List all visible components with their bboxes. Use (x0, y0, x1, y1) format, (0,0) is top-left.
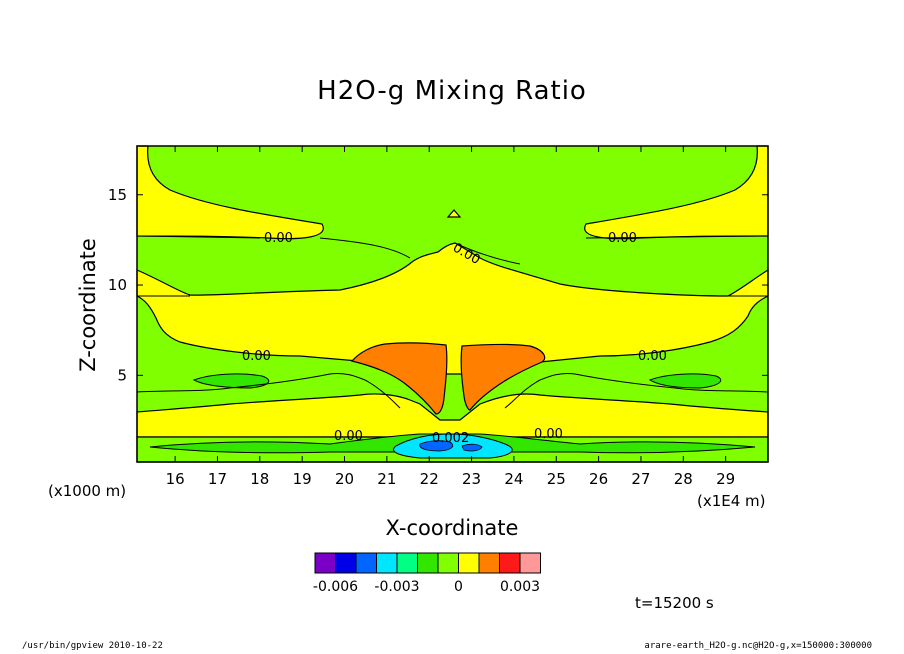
x-axis-unit: (x1000 m) (48, 482, 127, 500)
x-axis-label: X-coordinate (385, 516, 519, 540)
x-tick-label: 28 (674, 470, 693, 488)
contour-label: 0.00 (334, 429, 363, 444)
contour-mid-line-left (136, 373, 401, 409)
contour-label: 0.00 (638, 349, 667, 364)
colorbar-swatch (478, 552, 500, 574)
y-axis-unit: (x1E4 m) (697, 492, 766, 510)
region-top-left (136, 145, 324, 240)
x-tick-label: 16 (166, 470, 185, 488)
region-mid-green-left (192, 373, 270, 389)
y-tick-label: 10 (108, 276, 127, 294)
colorbar-swatch (437, 552, 459, 574)
contour-label: 0.002 (432, 431, 469, 446)
region-orange-right (460, 343, 546, 411)
region-low-yellow (136, 393, 769, 438)
footer-source: arare-earth_H2O-g.nc@H2O-g,x=150000:3000… (644, 641, 872, 651)
region-mid-yellow (136, 242, 769, 375)
contour-zero-upper (136, 235, 769, 265)
colorbar-swatch (499, 552, 521, 574)
x-tick-label: 25 (547, 470, 566, 488)
x-tick-label: 27 (631, 470, 650, 488)
region-blue-core-2 (461, 443, 483, 452)
colorbar: -0.006 -0.003 0 0.003 (313, 552, 541, 595)
contour-label: 0.00 (264, 231, 293, 246)
contour-label: 0.00 (608, 231, 637, 246)
x-tick-label: 26 (589, 470, 608, 488)
x-tick-label: 19 (293, 470, 312, 488)
colorbar-swatch (376, 552, 398, 574)
colorbar-label: 0 (454, 579, 463, 595)
x-tick-label: 24 (504, 470, 523, 488)
colorbar-swatch (355, 552, 377, 574)
y-axis-ticks: 5 10 15 (108, 186, 768, 384)
footer-command: /usr/bin/gpview 2010-10-22 (22, 641, 163, 651)
colorbar-label: -0.003 (374, 579, 419, 595)
colorbar-swatch (458, 552, 480, 574)
colorbar-swatch (519, 552, 541, 574)
x-axis-ticks: 16 17 18 19 20 21 22 23 24 25 26 27 28 29 (166, 146, 735, 488)
chart-title: H2O-g Mixing Ratio (317, 76, 587, 106)
x-tick-label: 22 (420, 470, 439, 488)
region-blue-core (419, 440, 454, 452)
y-tick-label: 15 (108, 186, 127, 204)
x-tick-label: 29 (716, 470, 735, 488)
colorbar-label: -0.006 (313, 579, 358, 595)
contour-mid-line-right (504, 373, 769, 409)
colorbar-swatch (335, 552, 357, 574)
colorbar-swatch (314, 552, 336, 574)
plot-frame (136, 145, 769, 463)
contour-label: 0.00 (534, 427, 563, 442)
region-mid-green-right (648, 373, 722, 389)
y-tick-label: 5 (117, 366, 127, 384)
colorbar-label: 0.003 (500, 579, 540, 595)
contour-label: 0.00 (242, 349, 271, 364)
region-orange-left (350, 342, 448, 415)
x-tick-label: 23 (462, 470, 481, 488)
x-tick-label: 17 (208, 470, 227, 488)
x-tick-label: 20 (335, 470, 354, 488)
colorbar-swatch (396, 552, 418, 574)
colorbar-swatch (417, 552, 439, 574)
x-tick-label: 18 (250, 470, 269, 488)
x-tick-label: 21 (377, 470, 396, 488)
time-stamp: t=15200 s (635, 594, 714, 612)
region-top-triangle (446, 209, 462, 218)
